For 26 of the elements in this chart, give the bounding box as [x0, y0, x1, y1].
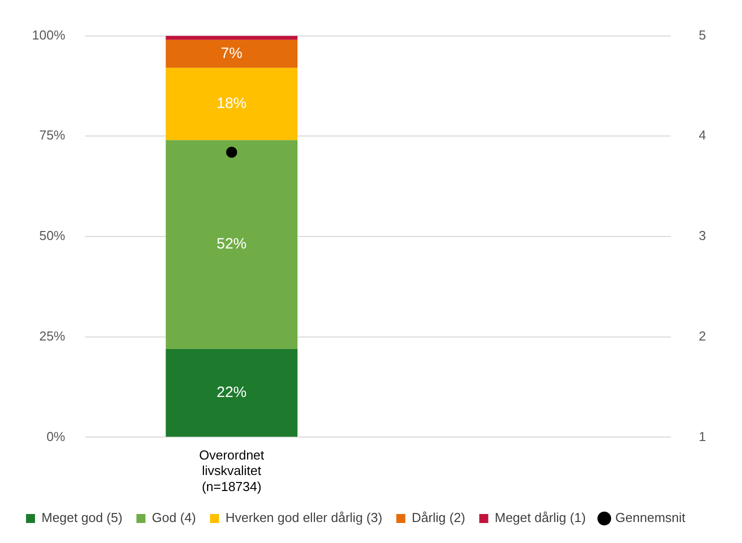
legend-label: Hverken god eller dårlig (3) — [226, 510, 382, 526]
y-tick-label: 25% — [39, 328, 66, 344]
data-label: 7% — [220, 45, 242, 62]
y-tick-label: 100% — [32, 27, 66, 42]
y-tick-label: 50% — [39, 228, 66, 244]
legend-label: Gennemsnit — [615, 510, 686, 526]
y2-tick-label: 5 — [698, 27, 706, 42]
data-label: 18% — [216, 95, 247, 112]
data-label: 22% — [216, 384, 247, 401]
y2-tick-label: 2 — [698, 328, 706, 344]
bar — [166, 40, 298, 68]
bar — [166, 140, 298, 349]
x-tick-label: Overordnet livskvalitet (n=18734) — [199, 448, 265, 494]
bar — [166, 36, 298, 40]
legend-label: Meget dårlig (1) — [494, 510, 586, 526]
y2-tick-label: 4 — [698, 128, 706, 143]
y-tick-label: 0% — [46, 428, 66, 444]
data-label: 52% — [216, 236, 247, 253]
bar — [166, 348, 298, 437]
y-tick-label: 75% — [39, 128, 66, 143]
legend-label: God (4) — [152, 510, 196, 526]
legend-label: Meget god (5) — [42, 510, 122, 526]
legend-label: Dårlig (2) — [412, 510, 466, 526]
bar — [166, 68, 298, 140]
y2-tick-label: 1 — [698, 428, 706, 444]
y2-tick-label: 3 — [698, 228, 706, 244]
